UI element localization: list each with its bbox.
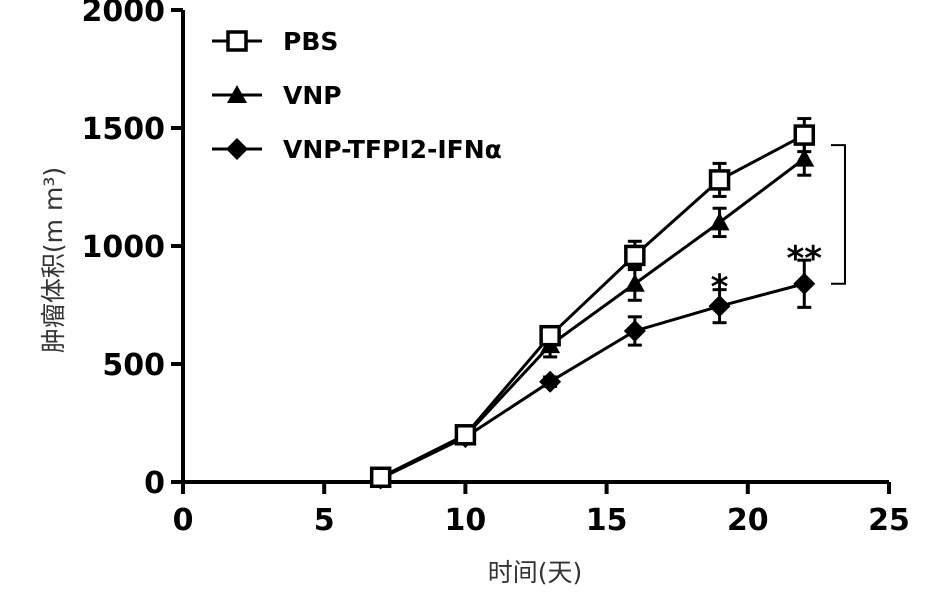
y-tick-label: 0: [144, 466, 165, 501]
series-line: [381, 135, 805, 477]
significance-marker: *: [711, 267, 729, 307]
legend-item-2: VNP-TFPI2-IFNα: [212, 135, 502, 164]
x-tick-label: 5: [314, 503, 335, 538]
x-tick-label: 10: [445, 503, 487, 538]
y-tick-label: 500: [102, 348, 165, 383]
x-tick-label: 0: [173, 503, 194, 538]
x-tick-label: 20: [727, 503, 769, 538]
significance-marker: **: [786, 239, 822, 279]
significance-bracket: [831, 145, 845, 284]
legend: PBS VNP VNP-TFPI2-IFNα: [212, 27, 502, 164]
data-point: [711, 171, 729, 189]
x-axis-title: 时间(天): [488, 558, 583, 587]
series-0: [372, 119, 814, 487]
data-point: [626, 246, 644, 264]
legend-label: PBS: [283, 27, 338, 56]
x-tick-label: 15: [586, 503, 628, 538]
legend-label: VNP-TFPI2-IFNα: [283, 135, 502, 164]
series-1: [371, 142, 815, 485]
y-tick-label: 2000: [82, 0, 166, 29]
y-axis-title: 肿瘤体积(m m³): [39, 167, 68, 353]
series-line: [381, 159, 805, 478]
legend-marker: [228, 32, 246, 50]
data-point: [624, 320, 646, 342]
x-tick-label: 25: [868, 503, 910, 538]
legend-item-1: VNP: [212, 81, 342, 110]
data-point: [710, 212, 730, 230]
legend-item-0: PBS: [212, 27, 338, 56]
y-tick-label: 1000: [82, 230, 166, 265]
legend-marker: [226, 138, 248, 160]
annotation-layer: ***: [711, 145, 845, 307]
series-layer: [370, 119, 816, 490]
y-tick-label: 1500: [82, 112, 166, 147]
data-point: [625, 274, 645, 292]
data-point: [795, 126, 813, 144]
data-point: [539, 371, 561, 393]
legend-label: VNP: [283, 81, 342, 110]
data-point: [541, 327, 559, 345]
data-point: [372, 468, 390, 486]
data-point: [456, 426, 474, 444]
